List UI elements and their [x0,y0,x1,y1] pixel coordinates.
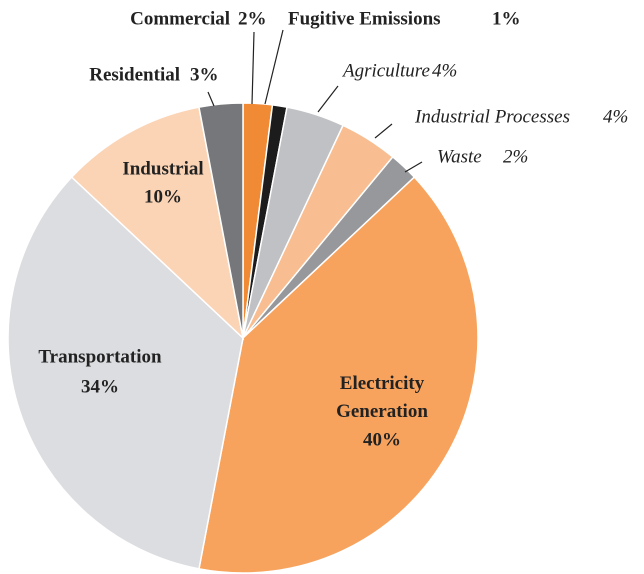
labels: Commercial 2% Fugitive Emissions 1% Agricult… [38,8,628,450]
slice-label: Industrial [122,158,203,179]
value-label: 40% [363,429,401,450]
leader-line [251,31,255,105]
slice-label: Transportation [38,346,162,367]
leader-line [264,29,284,105]
slice-label: Residential [89,64,180,85]
pie [7,102,479,574]
value-label: 2% [238,8,267,29]
pie-slice [70,106,245,341]
value-label: 3% [190,64,219,85]
leader-line [207,91,215,107]
value-label: 2% [503,146,528,167]
value-label: 4% [432,60,457,81]
value-label: 10% [144,186,182,207]
slice-label: Waste [437,146,482,167]
pie-slice [7,176,244,570]
leader-line [317,85,339,113]
pie-slice [198,102,244,339]
pie-slice [198,176,479,574]
value-label: 4% [603,106,628,127]
slice-label: Industrial Processes [414,106,570,127]
slice-label: Commercial [130,8,230,29]
value-label: 1% [492,8,521,29]
slice-label: Fugitive Emissions [288,8,441,29]
value-label: 34% [81,376,119,397]
slice-label: Electricity Generation [336,373,428,422]
leader-line [404,161,423,173]
slice-label: Agriculture [341,60,430,81]
leader-line [374,123,393,139]
